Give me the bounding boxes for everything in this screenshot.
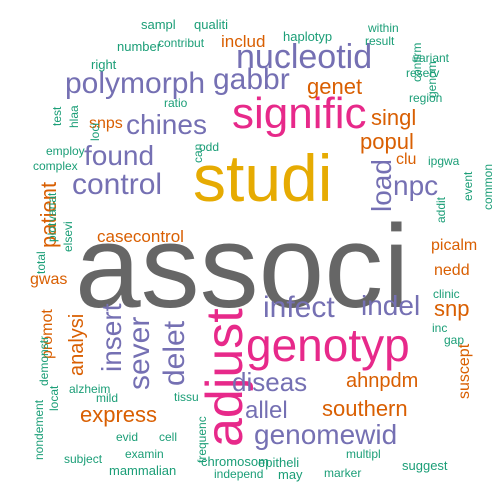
word-odd: odd [199,140,220,154]
word-haplotyp: haplotyp [283,29,333,44]
word-independ: independ [214,467,264,481]
word-popul: popul [360,129,414,154]
word-gap: gap [444,333,465,347]
word-insert: insert [96,303,127,372]
word-infect: infect [263,291,335,324]
word-associ: associ [75,201,410,333]
word-chines: chines [126,109,207,140]
word-includ: includ [221,32,266,51]
word-reserv: reserv [406,66,440,80]
word-ipgwa: ipgwa [428,154,460,168]
word-event: event [461,171,475,201]
word-indel: indel [361,290,421,321]
word-within: within [368,21,399,35]
word-mild: mild [96,391,119,405]
word-sever: sever [123,316,156,390]
word-express: express [80,402,158,427]
word-total: total [34,251,48,274]
word-qualiti: qualiti [194,17,228,32]
word-delet: delet [158,320,191,386]
word-common: common [481,163,495,210]
word-test: test [50,106,64,126]
word-number: number [117,39,162,54]
word-epitheli: epitheli [258,455,300,470]
word-npc: npc [393,170,439,201]
word-ratio: ratio [164,96,188,110]
word-inc: inc [432,321,448,335]
word-tissu: tissu [174,390,199,404]
word-can: can [191,143,205,163]
word-gabbr: gabbr [213,63,290,96]
word-result: result [365,34,395,48]
word-snp: snp [434,296,470,321]
word-signific: signific [232,89,367,138]
word-elsevi: elsevi [61,221,75,252]
word-casecontrol: casecontrol [97,227,184,246]
word-southern: southern [322,396,408,421]
word-chromosom: chromosom [201,454,269,469]
word-multipl: multipl [346,447,381,461]
word-suggest: suggest [402,458,448,473]
word-may: may [278,467,303,482]
word-region: region [409,91,443,105]
word-clu: clu [396,151,417,168]
word-locat: locat [47,385,61,411]
word-diseas: diseas [232,367,308,397]
word-snps: snps [89,115,123,132]
word-studi: studi [193,141,333,215]
word-hlaa: hlaa [67,105,81,128]
word-control: control [72,168,163,201]
word-clinic: clinic [433,287,460,301]
word-subject: subject [64,452,103,466]
word-demonstr: demonstr [37,335,51,386]
word-nedd: nedd [434,262,470,279]
word-variat: variat [45,192,59,222]
word-found: found [84,140,155,171]
word-loci: loci [88,122,102,141]
word-ahnpdm: ahnpdm [346,370,419,392]
word-polymorph: polymorph [65,67,206,100]
word-analysi: analysi [66,313,88,376]
word-examin: examin [125,447,164,461]
word-singl: singl [371,105,417,130]
word-sampl: sampl [141,17,176,32]
word-alzheim: alzheim [69,382,111,396]
word-marker: marker [324,466,362,480]
word-variant: variant [413,51,450,65]
word-genomewid: genomewid [254,419,398,450]
word-mammalian: mammalian [109,463,177,478]
word-suscept: suscept [456,343,473,399]
word-evid: evid [116,430,139,444]
word-load: load [366,159,397,212]
word-genet: genet [307,74,363,99]
word-genotyp: genotyp [246,319,410,371]
word-allel: allel [245,397,288,424]
word-gwas: gwas [30,271,68,288]
word-right: right [91,57,117,72]
word-complex: complex [33,159,78,173]
word-cell: cell [159,430,178,444]
word-employ: employ [46,144,85,158]
word-addit: addit [434,196,448,223]
word-contribut: contribut [158,36,205,50]
word-plot: plot [45,222,59,242]
word-nondement: nondement [32,399,46,460]
word-picalm: picalm [431,237,478,254]
word-nucleotid: nucleotid [236,38,373,76]
